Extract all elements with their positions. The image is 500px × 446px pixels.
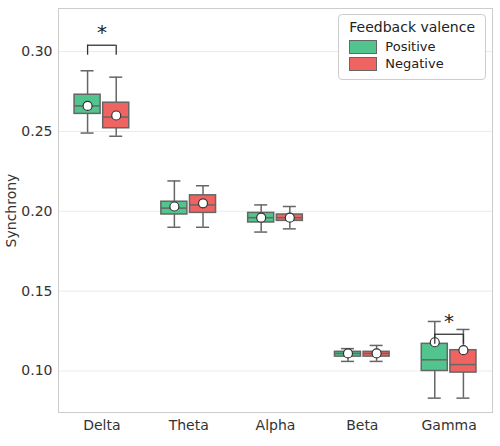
svg-text:0.20: 0.20 xyxy=(21,203,52,219)
svg-text:0.25: 0.25 xyxy=(21,123,52,139)
svg-text:0.10: 0.10 xyxy=(21,362,52,378)
svg-text:Alpha: Alpha xyxy=(256,417,296,433)
svg-text:Delta: Delta xyxy=(83,417,120,433)
svg-text:0.30: 0.30 xyxy=(21,43,52,59)
svg-text:Gamma: Gamma xyxy=(421,417,476,433)
svg-text:*: * xyxy=(97,20,107,44)
svg-text:0.15: 0.15 xyxy=(21,283,52,299)
svg-text:Beta: Beta xyxy=(346,417,378,433)
html-text:Positive: Positive xyxy=(385,39,436,54)
svg-text:Synchrony: Synchrony xyxy=(3,174,19,248)
svg-text:*: * xyxy=(444,309,454,333)
html-text:Feedback valence: Feedback valence xyxy=(349,19,475,35)
html-text:Negative: Negative xyxy=(385,56,444,71)
svg-text:Theta: Theta xyxy=(168,417,209,433)
